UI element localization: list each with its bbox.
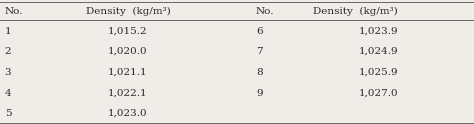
Text: 6: 6 (256, 27, 263, 35)
Text: 4: 4 (5, 89, 11, 97)
Text: 3: 3 (5, 68, 11, 77)
Text: 1,024.9: 1,024.9 (358, 47, 398, 56)
Text: Density  (kg/m³): Density (kg/m³) (313, 7, 398, 16)
Text: 1,021.1: 1,021.1 (108, 68, 148, 77)
Text: 1,023.0: 1,023.0 (108, 109, 148, 118)
Text: Density  (kg/m³): Density (kg/m³) (86, 7, 170, 16)
Text: 8: 8 (256, 68, 263, 77)
Text: 7: 7 (256, 47, 263, 56)
Text: 1: 1 (5, 27, 11, 35)
Text: No.: No. (5, 7, 23, 16)
Text: 1,020.0: 1,020.0 (108, 47, 148, 56)
Text: 2: 2 (5, 47, 11, 56)
Text: 1,025.9: 1,025.9 (358, 68, 398, 77)
Text: 1,022.1: 1,022.1 (108, 89, 148, 97)
Text: No.: No. (256, 7, 274, 16)
Text: 9: 9 (256, 89, 263, 97)
Text: 1,027.0: 1,027.0 (358, 89, 398, 97)
Text: 1,015.2: 1,015.2 (108, 27, 148, 35)
Text: 5: 5 (5, 109, 11, 118)
Text: 1,023.9: 1,023.9 (358, 27, 398, 35)
